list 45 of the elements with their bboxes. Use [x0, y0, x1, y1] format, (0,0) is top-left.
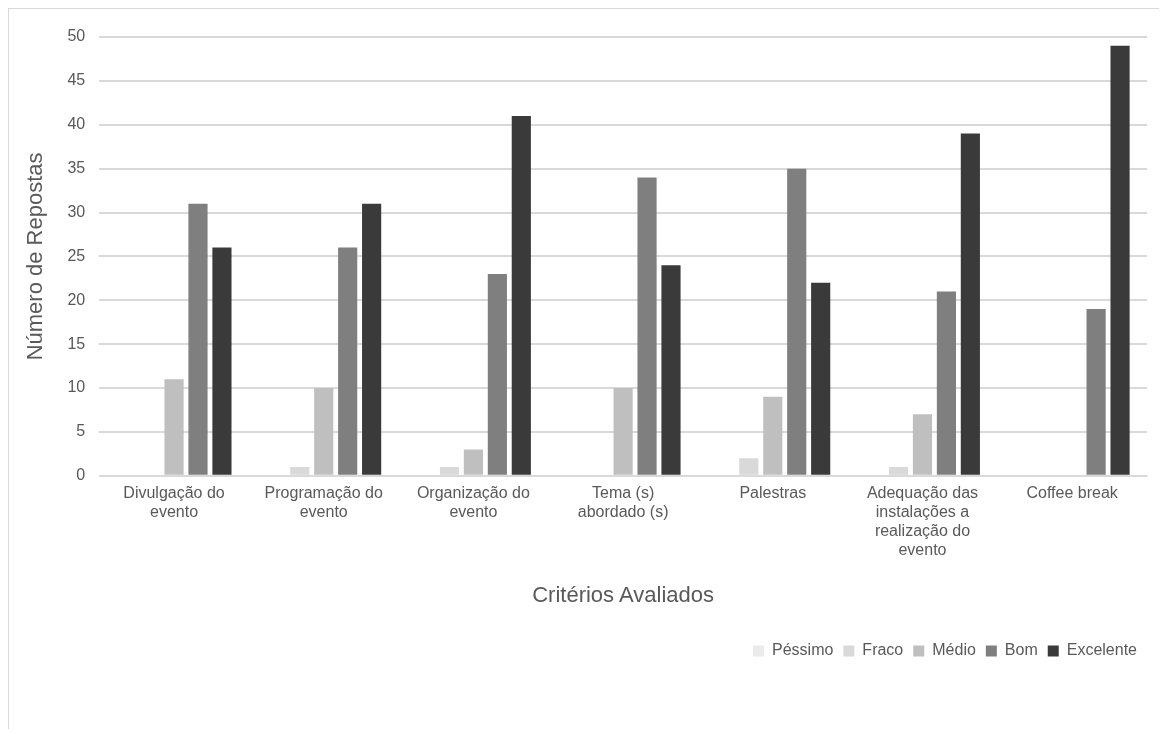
legend-label: Médio — [932, 641, 976, 659]
x-tick-label: Divulgação do evento — [123, 483, 225, 521]
y-tick-label: 30 — [67, 202, 86, 220]
legend-label: Bom — [1004, 641, 1038, 659]
y-tick-label: 20 — [67, 290, 86, 308]
bar — [661, 265, 681, 475]
x-tick-label: Programação do evento — [264, 483, 383, 521]
y-tick-label: 10 — [67, 378, 86, 396]
bar — [637, 177, 657, 475]
legend-label: Péssimo — [772, 641, 834, 659]
y-tick-label: 0 — [76, 466, 86, 484]
bar — [912, 414, 933, 475]
y-tick-label: 50 — [67, 27, 86, 45]
bar — [763, 396, 783, 475]
x-tick-label: Coffee break — [1026, 483, 1119, 501]
bar — [787, 168, 807, 475]
y-tick-label: 35 — [67, 159, 86, 177]
legend-label: Excelente — [1066, 641, 1138, 659]
x-tick-label: Adequação das instalações a realização do evento — [866, 483, 979, 559]
bar — [362, 203, 382, 475]
legend-label: Fraco — [862, 641, 904, 659]
bar — [1086, 309, 1106, 475]
bar — [188, 203, 208, 475]
bar — [511, 115, 531, 475]
bar — [613, 388, 633, 475]
y-tick-label: 15 — [67, 334, 86, 352]
bar — [1110, 45, 1130, 475]
y-tick-label: 45 — [67, 71, 86, 89]
x-tick-label: Palestras — [739, 483, 807, 501]
bar — [811, 282, 831, 475]
bar — [212, 247, 232, 475]
x-axis-title: Critérios Avaliados — [532, 581, 714, 607]
bar — [463, 449, 483, 475]
bar — [164, 379, 184, 475]
y-tick-label: 25 — [67, 246, 86, 264]
bar — [960, 133, 980, 475]
y-axis-title: Número de Repostas — [22, 152, 48, 361]
y-tick-label: 5 — [76, 422, 86, 440]
bar — [338, 247, 358, 475]
bar — [936, 291, 956, 475]
x-tick-label: Organização do evento — [416, 483, 530, 521]
bar — [314, 388, 334, 475]
x-tick-label: Tema (s) abordado (s) — [577, 483, 669, 521]
bar — [487, 273, 507, 475]
y-tick-label: 40 — [67, 115, 86, 133]
